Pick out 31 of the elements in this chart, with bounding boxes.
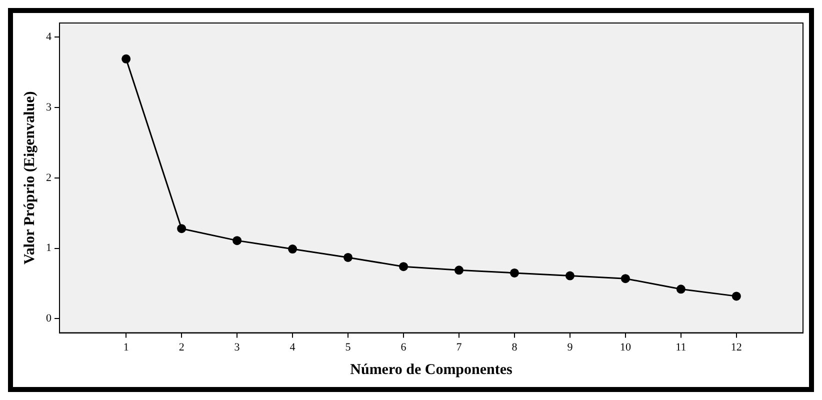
point	[344, 252, 353, 262]
point	[676, 284, 686, 294]
x-tick-label: 11	[676, 341, 686, 354]
point	[177, 224, 186, 234]
point	[620, 274, 630, 284]
x-tick-label: 4	[290, 341, 296, 354]
x-tick-label: 8	[512, 341, 518, 354]
x-tick-label: 5	[345, 341, 352, 354]
point	[454, 266, 464, 275]
x-tick-label: 9	[567, 341, 574, 354]
x-tick-label: 7	[456, 341, 462, 354]
x-tick-label: 2	[178, 341, 184, 354]
point	[732, 292, 741, 301]
x-axis-title: Número de Componentes	[350, 362, 513, 378]
point	[122, 54, 131, 64]
y-tick-label: 0	[46, 312, 52, 325]
x-tick-label: 10	[620, 341, 632, 354]
y-tick-label: 4	[46, 30, 52, 43]
x-tick-label: 6	[400, 341, 407, 354]
y-tick-label: 2	[46, 172, 52, 184]
x-tick-label: 3	[234, 341, 240, 354]
point	[232, 236, 242, 246]
y-tick-label: 1	[46, 242, 52, 254]
x-tick-label: 1	[123, 341, 129, 354]
x-tick-label: 12	[730, 341, 742, 354]
point	[510, 268, 519, 278]
y-tick-label: 3	[46, 101, 52, 114]
point	[565, 271, 574, 280]
point	[288, 244, 298, 254]
y-axis-title: Valor Próprio (Eigenvalue)	[22, 91, 38, 265]
point	[399, 262, 408, 272]
